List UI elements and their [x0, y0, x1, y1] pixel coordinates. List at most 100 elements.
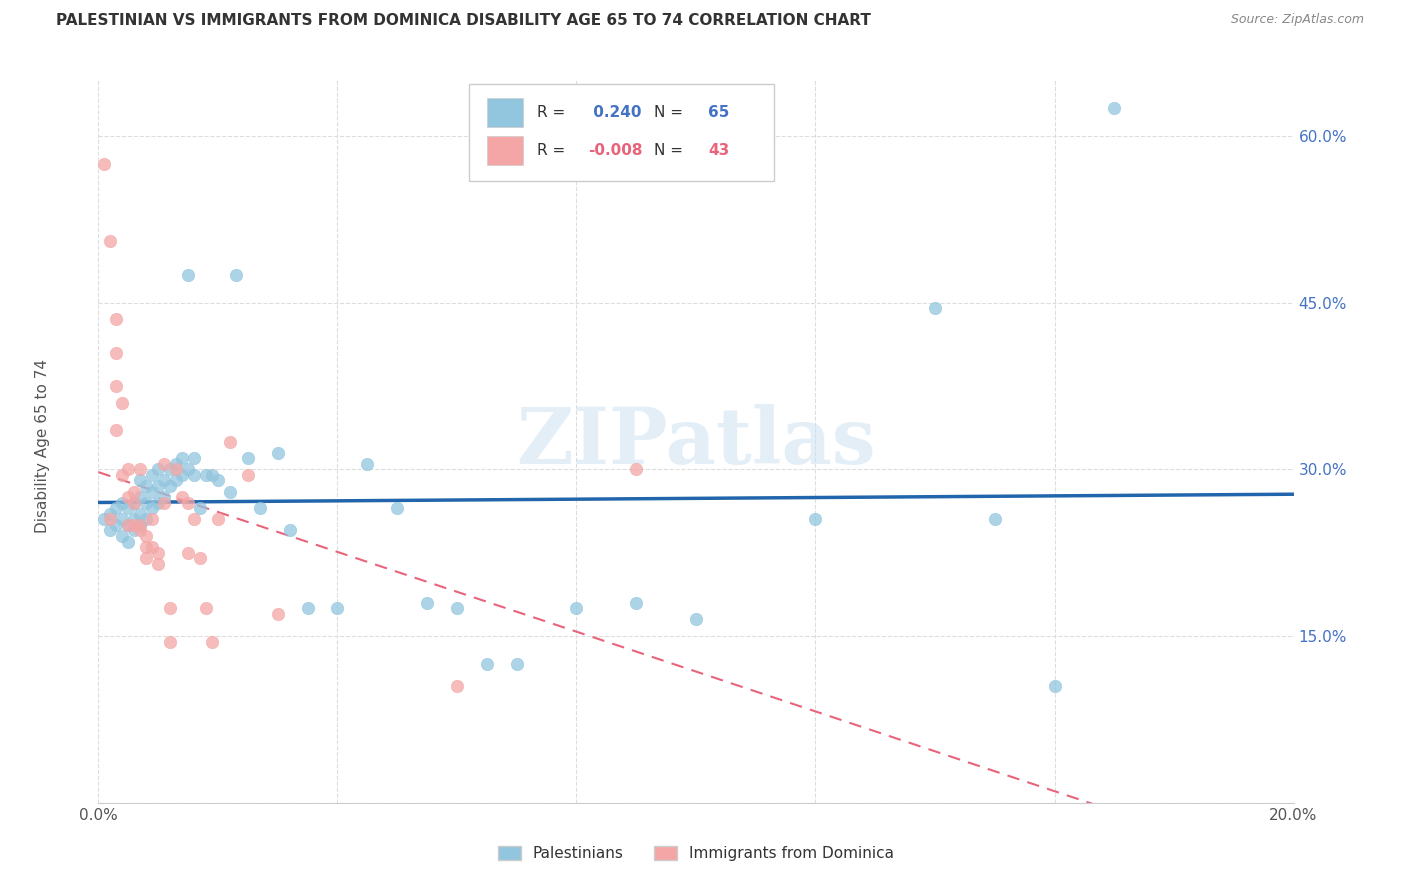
Point [165, 457, 187, 471]
Point [446, 601, 468, 615]
Point [129, 490, 152, 504]
Text: ZIPatlas: ZIPatlas [516, 403, 876, 480]
Point [219, 434, 242, 449]
Point [105, 501, 128, 516]
Point [188, 551, 211, 566]
Point [249, 501, 271, 516]
Point [153, 490, 176, 504]
Point [93, 156, 115, 170]
Point [159, 601, 181, 615]
Point [177, 546, 200, 560]
Point [148, 546, 170, 560]
Point [267, 607, 290, 621]
Point [124, 512, 146, 526]
Point [165, 462, 187, 476]
Point [141, 484, 163, 499]
FancyBboxPatch shape [486, 136, 523, 165]
Point [506, 657, 529, 671]
Point [148, 496, 170, 510]
Point [172, 490, 194, 504]
Point [111, 467, 134, 482]
Point [105, 312, 128, 326]
Point [326, 601, 349, 615]
Text: N =: N = [654, 143, 683, 158]
Point [201, 467, 224, 482]
Point [446, 679, 468, 693]
Point [111, 529, 134, 543]
Point [984, 512, 1007, 526]
Point [105, 424, 128, 438]
Point [177, 496, 200, 510]
Text: R =: R = [537, 143, 565, 158]
Point [207, 474, 229, 488]
Point [172, 467, 194, 482]
Text: Source: ZipAtlas.com: Source: ZipAtlas.com [1230, 13, 1364, 27]
Point [225, 268, 247, 282]
Point [105, 345, 128, 359]
Point [153, 496, 176, 510]
Point [626, 596, 648, 610]
Point [153, 474, 176, 488]
Point [356, 457, 378, 471]
Text: 43: 43 [709, 143, 730, 158]
Point [183, 512, 205, 526]
Point [129, 517, 152, 532]
Point [177, 268, 200, 282]
Point [135, 496, 157, 510]
Point [219, 484, 242, 499]
Point [98, 507, 122, 521]
Point [148, 557, 170, 571]
Point [278, 524, 301, 538]
Text: PALESTINIAN VS IMMIGRANTS FROM DOMINICA DISABILITY AGE 65 TO 74 CORRELATION CHAR: PALESTINIAN VS IMMIGRANTS FROM DOMINICA … [56, 13, 872, 29]
Point [159, 479, 181, 493]
Point [201, 634, 224, 648]
Point [117, 501, 139, 516]
Point [124, 524, 146, 538]
Point [135, 479, 157, 493]
Point [385, 501, 409, 516]
Point [236, 451, 259, 466]
Point [297, 601, 319, 615]
Point [129, 507, 152, 521]
Point [177, 462, 200, 476]
Point [195, 467, 218, 482]
Point [135, 551, 157, 566]
FancyBboxPatch shape [470, 84, 773, 181]
Point [111, 395, 134, 409]
Point [129, 462, 152, 476]
Point [141, 501, 163, 516]
Text: -0.008: -0.008 [589, 143, 643, 158]
Point [129, 524, 152, 538]
Point [117, 490, 139, 504]
Point [117, 534, 139, 549]
Point [98, 235, 122, 249]
Point [124, 484, 146, 499]
Point [475, 657, 498, 671]
Point [124, 517, 146, 532]
Point [148, 462, 170, 476]
Point [98, 512, 122, 526]
Point [626, 462, 648, 476]
Text: R =: R = [537, 105, 565, 120]
Point [111, 512, 134, 526]
Point [98, 524, 122, 538]
Point [183, 467, 205, 482]
Point [105, 517, 128, 532]
FancyBboxPatch shape [486, 98, 523, 128]
Point [105, 379, 128, 393]
Point [416, 596, 439, 610]
Point [159, 634, 181, 648]
Point [172, 451, 194, 466]
Point [1104, 101, 1126, 115]
Text: 65: 65 [709, 105, 730, 120]
Point [195, 601, 218, 615]
Text: Disability Age 65 to 74: Disability Age 65 to 74 [35, 359, 49, 533]
Point [207, 512, 229, 526]
Point [141, 467, 163, 482]
Point [117, 462, 139, 476]
Point [685, 612, 707, 626]
Point [141, 512, 163, 526]
Point [236, 467, 259, 482]
Point [267, 445, 290, 459]
Point [565, 601, 588, 615]
